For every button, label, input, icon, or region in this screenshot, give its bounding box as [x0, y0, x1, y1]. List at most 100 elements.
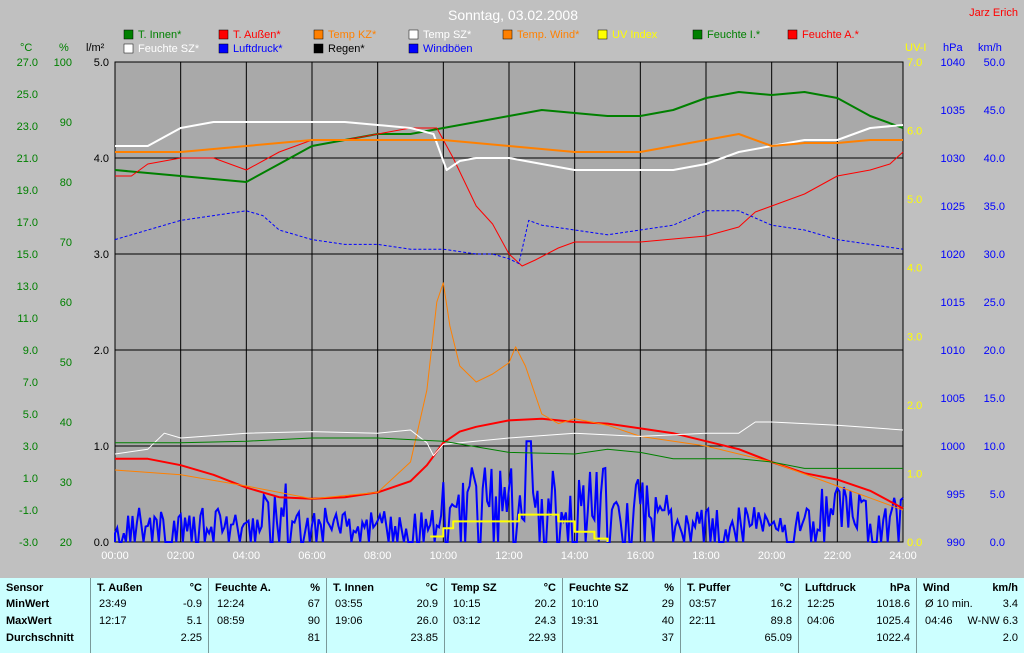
stats-average: 1022.4: [876, 632, 910, 644]
rain-tick-label: 2.0: [94, 345, 109, 357]
temp-tick-label: 19.0: [17, 185, 38, 197]
stats-sensor-name: T. Innen: [333, 582, 374, 594]
x-tick-label: 12:00: [495, 550, 523, 562]
wind-unit-label: km/h: [978, 42, 1002, 54]
stats-unit: °C: [189, 582, 202, 594]
temp-tick-label: 17.0: [17, 217, 38, 229]
pressure-tick-label: 1015: [941, 297, 965, 309]
legend-swatch: [313, 43, 324, 54]
stats-min-value: 29: [661, 598, 674, 610]
temp-tick-label: 3.0: [23, 441, 38, 453]
humidity-tick-label: 90: [60, 117, 72, 129]
stats-average: 22.93: [528, 632, 556, 644]
stats-average: 37: [661, 632, 674, 644]
legend-swatch: [692, 29, 703, 40]
wind-tick-label: 15.0: [984, 393, 1005, 405]
stats-average: 2.0: [1002, 632, 1018, 644]
legend-label: Feuchte SZ*: [138, 43, 200, 55]
stats-column: Luftdruck hPa 12:25 1018.6 04:06 1025.4 1022.4: [798, 578, 916, 653]
stats-unit: km/h: [992, 582, 1018, 594]
pressure-tick-label: 1030: [941, 153, 965, 165]
stats-max-value: 5.1: [186, 615, 202, 627]
x-tick-label: 14:00: [561, 550, 589, 562]
chart-legend: T. Innen* T. Außen* Temp KZ* Temp SZ* Temp. …: [123, 29, 860, 55]
series-line: [430, 513, 609, 542]
stats-min-value: 1018.6: [876, 598, 910, 610]
wind-tick-label: 45.0: [984, 105, 1005, 117]
temp-tick-label: 23.0: [17, 121, 38, 133]
stats-row-label: Sensor: [6, 582, 44, 594]
stats-sensor-name: Luftdruck: [805, 582, 856, 594]
stats-average: 23.85: [410, 632, 438, 644]
x-tick-label: 16:00: [627, 550, 655, 562]
humidity-tick-label: 70: [60, 237, 72, 249]
legend-label: Regen*: [328, 43, 365, 55]
legend-label: Luftdruck*: [233, 43, 283, 55]
stats-sensor-name: Wind: [923, 582, 950, 594]
pressure-tick-label: 1020: [941, 249, 965, 261]
pressure-tick-label: 990: [947, 537, 965, 549]
author-label: Jarz Erich: [969, 7, 1018, 19]
uv-unit-label: UV-I: [905, 42, 926, 54]
axis-ticks: 27.0 25.0 23.0 21.0 19.0 17.0 15.0 13.0 11.0 9.0 7…: [17, 57, 1005, 562]
stats-max-value: 89.8: [770, 615, 792, 627]
legend-swatch: [597, 29, 608, 40]
chart-title: Sonntag, 03.02.2008: [448, 7, 578, 23]
stats-row-label: MaxWert: [6, 615, 52, 627]
temp-tick-label: -1.0: [19, 505, 38, 517]
wind-tick-label: 50.0: [984, 57, 1005, 69]
stats-row-label: Durchschnitt: [6, 632, 74, 644]
humidity-unit-label: %: [59, 42, 69, 54]
humidity-tick-label: 80: [60, 177, 72, 189]
stats-max-value: W-NW 6.3: [967, 615, 1018, 627]
stats-row-label: MinWert: [6, 598, 50, 610]
humidity-tick-label: 50: [60, 357, 72, 369]
series-line: [115, 133, 903, 153]
pressure-unit-label: hPa: [943, 42, 963, 54]
x-tick-label: 22:00: [824, 550, 852, 562]
humidity-tick-label: 60: [60, 297, 72, 309]
pressure-tick-label: 1025: [941, 201, 965, 213]
stats-max-time: 19:31: [571, 615, 599, 627]
stats-sensor-name: Feuchte A.: [215, 582, 271, 594]
stats-column: Wind km/h Ø 10 min. 3.4 04:46 W-NW 6.3 2.0: [916, 578, 1024, 653]
wind-tick-label: 25.0: [984, 297, 1005, 309]
uv-tick-label: 7.0: [907, 57, 922, 69]
stats-min-value: 20.2: [534, 598, 556, 610]
stats-min-value: -0.9: [183, 598, 202, 610]
temp-tick-label: 25.0: [17, 89, 38, 101]
legend-swatch: [408, 29, 419, 40]
legend-swatch: [313, 29, 324, 40]
pressure-tick-label: 1035: [941, 105, 965, 117]
legend-label: T. Innen*: [138, 29, 182, 41]
legend-swatch: [123, 43, 134, 54]
legend-label: Feuchte I.*: [707, 29, 761, 41]
temp-tick-label: -3.0: [19, 537, 38, 549]
legend-label: Temp SZ*: [423, 29, 472, 41]
series-line: [115, 127, 904, 267]
statistics-table: Sensor MinWert MaxWert Durchschnitt T. Außen…: [0, 578, 1024, 653]
stats-max-time: 22:11: [689, 615, 716, 627]
temp-tick-label: 7.0: [23, 377, 38, 389]
stats-min-time: 10:10: [571, 598, 599, 610]
x-tick-label: 24:00: [889, 550, 917, 562]
temp-tick-label: 5.0: [23, 409, 38, 421]
temp-tick-label: 13.0: [17, 281, 38, 293]
x-tick-label: 06:00: [298, 550, 326, 562]
stats-min-time: 03:55: [335, 598, 363, 610]
legend-label: Temp KZ*: [328, 29, 377, 41]
stats-sensor-name: Feuchte SZ: [569, 582, 629, 594]
wind-tick-label: 5.0: [990, 489, 1005, 501]
uv-tick-label: 1.0: [907, 468, 922, 480]
wind-tick-label: 40.0: [984, 153, 1005, 165]
wind-tick-label: 10.0: [984, 441, 1005, 453]
stats-column: Feuchte SZ% 10:10 29 19:31 40 37: [562, 578, 680, 653]
x-tick-label: 00:00: [101, 550, 129, 562]
stats-min-time: Ø 10 min.: [925, 598, 973, 610]
legend-swatch: [218, 43, 229, 54]
stats-min-time: 10:15: [453, 598, 481, 610]
temp-tick-label: 11.0: [17, 313, 38, 325]
temp-tick-label: 21.0: [17, 153, 38, 165]
temp-tick-label: 9.0: [23, 345, 38, 357]
x-tick-label: 20:00: [758, 550, 786, 562]
